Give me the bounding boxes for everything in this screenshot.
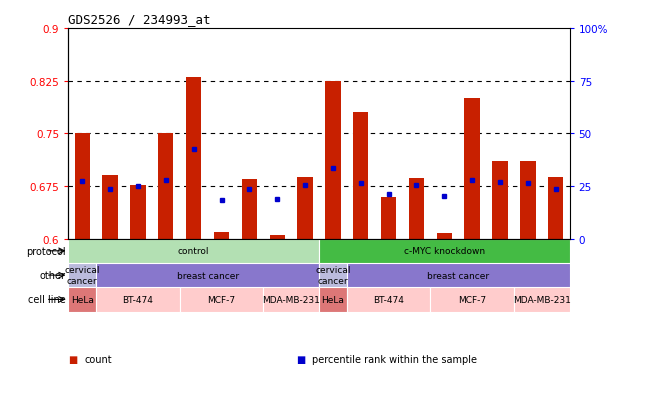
- Bar: [353, 113, 368, 239]
- Bar: [347, 263, 570, 287]
- Bar: [381, 197, 396, 239]
- Text: ■: ■: [296, 354, 305, 364]
- Text: count: count: [85, 354, 112, 364]
- Bar: [102, 176, 118, 239]
- Bar: [409, 178, 424, 239]
- Bar: [319, 239, 570, 263]
- Bar: [430, 287, 514, 312]
- Text: MDA-MB-231: MDA-MB-231: [513, 295, 571, 304]
- Bar: [514, 287, 570, 312]
- Bar: [347, 287, 430, 312]
- Bar: [75, 134, 90, 239]
- Bar: [492, 162, 508, 239]
- Text: percentile rank within the sample: percentile rank within the sample: [312, 354, 477, 364]
- Bar: [214, 232, 229, 239]
- Bar: [180, 287, 263, 312]
- Bar: [68, 263, 96, 287]
- Text: GDS2526 / 234993_at: GDS2526 / 234993_at: [68, 13, 211, 26]
- Text: c-MYC knockdown: c-MYC knockdown: [404, 247, 485, 256]
- Text: cervical
cancer: cervical cancer: [64, 266, 100, 285]
- Text: cell line: cell line: [28, 295, 66, 305]
- Text: protocol: protocol: [26, 246, 66, 256]
- Bar: [242, 180, 257, 239]
- Bar: [520, 162, 536, 239]
- Text: control: control: [178, 247, 210, 256]
- Text: breast cancer: breast cancer: [427, 271, 490, 280]
- Bar: [96, 287, 180, 312]
- Text: cervical
cancer: cervical cancer: [315, 266, 351, 285]
- Bar: [96, 263, 319, 287]
- Bar: [319, 287, 347, 312]
- Text: other: other: [40, 271, 66, 280]
- Text: BT-474: BT-474: [373, 295, 404, 304]
- Bar: [298, 178, 312, 239]
- Bar: [319, 263, 347, 287]
- Bar: [548, 178, 563, 239]
- Text: HeLa: HeLa: [322, 295, 344, 304]
- Bar: [465, 99, 480, 239]
- Text: BT-474: BT-474: [122, 295, 154, 304]
- Bar: [270, 235, 285, 239]
- Bar: [68, 287, 96, 312]
- Bar: [130, 186, 146, 239]
- Text: MCF-7: MCF-7: [208, 295, 236, 304]
- Bar: [437, 233, 452, 239]
- Bar: [263, 287, 319, 312]
- Text: breast cancer: breast cancer: [176, 271, 239, 280]
- Bar: [68, 239, 319, 263]
- Text: MCF-7: MCF-7: [458, 295, 486, 304]
- Bar: [158, 134, 173, 239]
- Bar: [186, 78, 201, 239]
- Text: ■: ■: [68, 354, 77, 364]
- Text: HeLa: HeLa: [71, 295, 94, 304]
- Text: MDA-MB-231: MDA-MB-231: [262, 295, 320, 304]
- Bar: [326, 81, 340, 239]
